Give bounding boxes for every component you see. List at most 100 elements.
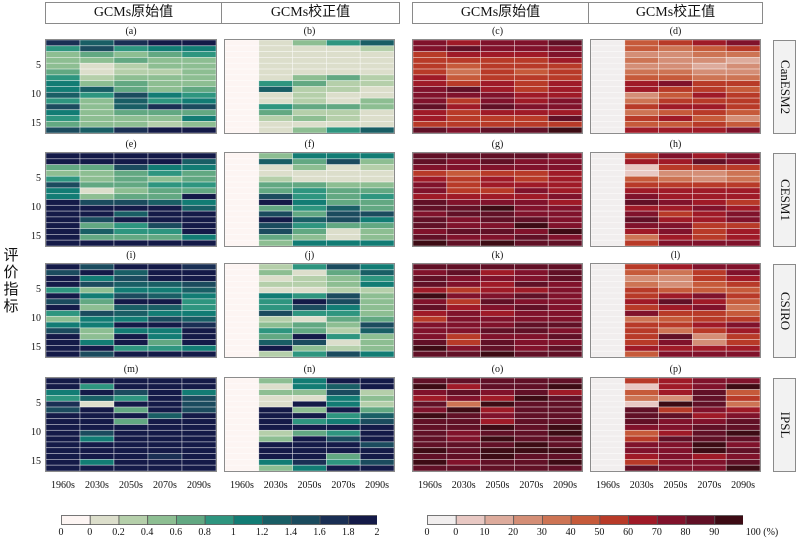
heatmap-cell (514, 412, 549, 420)
heatmap-cell (225, 345, 260, 352)
heatmap-cell (46, 204, 81, 212)
heatmap-cell (113, 239, 149, 246)
heatmap-cell (326, 333, 361, 340)
heatmap-cell (46, 45, 81, 52)
heatmap-cell (181, 378, 216, 385)
heatmap-cell (692, 459, 727, 466)
heatmap-cell (225, 80, 260, 87)
heatmap-cell (547, 62, 582, 70)
colorbar-tick-label: 0.6 (169, 527, 183, 538)
colorbar-tick-label: 90 (709, 527, 720, 538)
heatmap-cell (181, 275, 216, 282)
heatmap-cell (79, 400, 115, 408)
heatmap-cell (547, 459, 582, 466)
heatmap-cell (181, 395, 216, 402)
heatmap-cell (725, 315, 760, 323)
heatmap-cell (446, 193, 481, 200)
panel-label-e: (e) (125, 139, 137, 150)
heatmap-cell (181, 234, 216, 241)
heatmap-cell (147, 158, 183, 165)
heatmap-cell (725, 62, 760, 70)
model-name: IPSL (777, 411, 793, 439)
heatmap-cell (658, 86, 693, 93)
heatmap-cell (658, 210, 693, 218)
colorbar-tick-label: 0 (424, 527, 430, 538)
heatmap-cell (725, 40, 760, 47)
colorbar-tick-label: 50 (594, 527, 605, 538)
heatmap-cell (692, 339, 727, 346)
heatmap-cell (359, 429, 394, 437)
heatmap-cell (413, 170, 448, 177)
heatmap-cell (692, 175, 727, 183)
heatmap-cell (46, 400, 81, 408)
heatmap-cell (658, 298, 693, 306)
heatmap-cell (113, 424, 149, 431)
heatmap-cell (292, 383, 327, 390)
model-label-csiro: CSIRO (773, 264, 796, 358)
heatmap-cell (624, 187, 659, 195)
heatmap-cell (692, 97, 727, 105)
heatmap-cell (147, 315, 183, 323)
heatmap-cell (46, 275, 81, 282)
heatmap-cell (258, 406, 293, 414)
colorbar-tick-label: 20 (508, 527, 519, 538)
heatmap-cell (658, 275, 693, 282)
heatmap-cell (480, 264, 515, 271)
heatmap-cell (113, 181, 149, 189)
heatmap-cell (413, 378, 448, 385)
heatmap-panel-o (412, 377, 583, 472)
heatmap-cell (292, 459, 327, 466)
heatmap-cell (181, 158, 216, 165)
heatmap-cell (258, 378, 293, 385)
heatmap-cell (514, 45, 549, 52)
heatmap-cell (692, 412, 727, 420)
heatmap-cell (326, 459, 361, 466)
heatmap-cell (624, 97, 659, 105)
heatmap-cell (326, 389, 361, 396)
heatmap-cell (147, 91, 183, 99)
heatmap-cell (359, 435, 394, 443)
heatmap-cell (359, 109, 394, 116)
heatmap-cell (446, 45, 481, 52)
heatmap-cell (225, 51, 260, 58)
heatmap-cell (79, 175, 115, 183)
heatmap-cell (46, 210, 81, 218)
heatmap-cell (624, 327, 659, 335)
colorbar-tick-label: 1.2 (255, 527, 269, 538)
heatmap-cell (326, 170, 361, 177)
heatmap-cell (692, 269, 727, 276)
heatmap-cell (547, 80, 582, 87)
heatmap-cell (591, 333, 626, 340)
heatmap-cell (292, 121, 327, 128)
heatmap-cell (725, 383, 760, 390)
heatmap-cell (147, 228, 183, 235)
heatmap-cell (413, 187, 448, 195)
heatmap-cell (359, 441, 394, 449)
heatmap-cell (725, 115, 760, 122)
heatmap-cell (514, 234, 549, 241)
heatmap-cell (725, 453, 760, 460)
heatmap-cell (446, 315, 481, 323)
heatmap-cell (624, 281, 659, 288)
heatmap-cell (591, 350, 626, 357)
heatmap-panel-f (224, 152, 395, 247)
heatmap-cell (147, 453, 183, 460)
heatmap-cell (591, 181, 626, 189)
heatmap-cell (113, 126, 149, 133)
heatmap-cell (181, 62, 216, 70)
heatmap-cell (147, 216, 183, 224)
heatmap-cell (258, 234, 293, 241)
heatmap-cell (446, 68, 481, 76)
colorbar-swatch (89, 515, 120, 525)
colorbar-tick-label: 30 (536, 527, 547, 538)
heatmap-cell (46, 429, 81, 437)
heatmap-cell (147, 406, 183, 414)
heatmap-cell (326, 126, 361, 133)
heatmap-cell (326, 228, 361, 235)
heatmap-cell (725, 210, 760, 218)
heatmap-cell (147, 412, 183, 420)
heatmap-cell (79, 350, 115, 357)
heatmap-cell (446, 383, 481, 390)
colorbar-green (61, 512, 378, 525)
heatmap-cell (258, 175, 293, 183)
